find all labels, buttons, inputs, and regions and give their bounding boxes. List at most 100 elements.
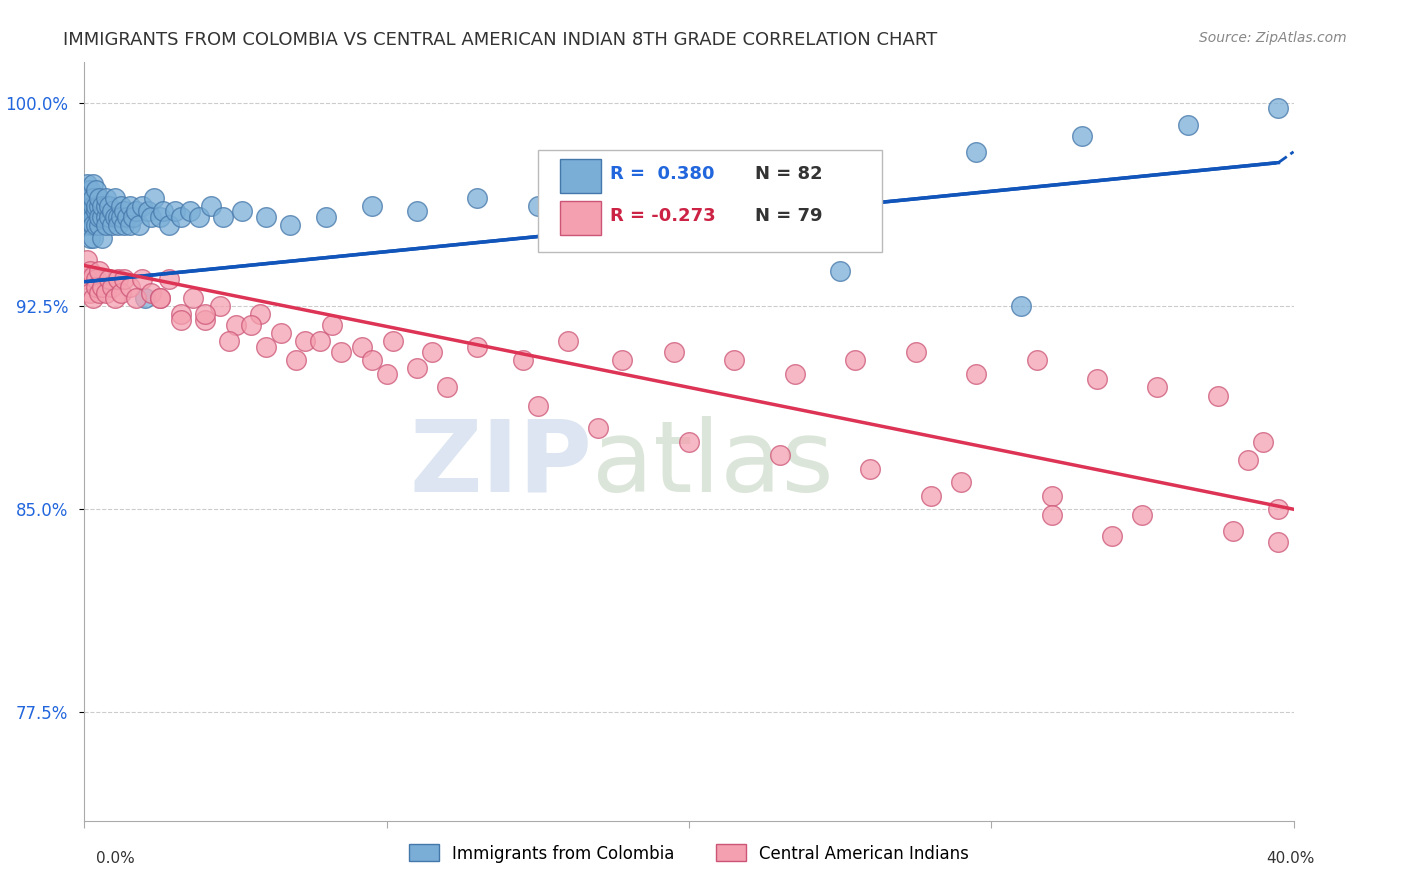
Point <box>104 191 127 205</box>
Point <box>309 334 332 349</box>
Point <box>82 218 104 232</box>
Point <box>200 199 222 213</box>
Text: N = 79: N = 79 <box>755 207 823 225</box>
Point <box>128 218 150 232</box>
Point <box>139 210 162 224</box>
Point <box>1253 434 1275 449</box>
Point <box>678 172 700 186</box>
Point <box>86 218 108 232</box>
Point <box>86 183 108 197</box>
Point <box>134 291 156 305</box>
Point <box>94 210 117 224</box>
Point <box>86 199 108 213</box>
Point <box>285 353 308 368</box>
Point <box>783 367 806 381</box>
Point <box>82 191 104 205</box>
Point <box>859 155 882 169</box>
Point <box>950 475 973 490</box>
Point <box>254 340 277 354</box>
Point <box>121 210 143 224</box>
Point <box>467 340 489 354</box>
Point <box>115 210 138 224</box>
Point <box>1146 380 1168 394</box>
Point <box>157 218 180 232</box>
Point <box>89 199 111 213</box>
Point <box>1206 388 1229 402</box>
Point <box>723 353 745 368</box>
Point <box>170 307 193 321</box>
Point <box>86 280 108 294</box>
Point <box>231 204 253 219</box>
Point <box>904 345 927 359</box>
Point <box>100 204 122 219</box>
Point <box>467 191 489 205</box>
Point <box>142 191 165 205</box>
Point <box>294 334 316 349</box>
Point <box>91 199 114 213</box>
Point <box>79 183 101 197</box>
Point <box>662 345 685 359</box>
Point <box>149 291 172 305</box>
Point <box>360 199 382 213</box>
Point <box>86 204 108 219</box>
Point <box>157 272 180 286</box>
FancyBboxPatch shape <box>560 202 600 235</box>
Point <box>527 199 550 213</box>
FancyBboxPatch shape <box>538 150 883 252</box>
Point <box>97 199 120 213</box>
Point <box>527 400 550 414</box>
Point <box>82 199 104 213</box>
Point <box>1025 353 1047 368</box>
Point <box>194 312 217 326</box>
Point <box>194 307 217 321</box>
Point <box>89 218 111 232</box>
Point <box>79 199 101 213</box>
Point <box>1040 489 1063 503</box>
Point <box>1267 534 1289 549</box>
Text: atlas: atlas <box>592 416 834 513</box>
Point <box>844 353 866 368</box>
Point <box>149 291 172 305</box>
Point <box>1071 128 1094 143</box>
Point <box>118 199 141 213</box>
Point <box>76 210 98 224</box>
Point <box>94 199 117 213</box>
Point <box>249 307 271 321</box>
Point <box>97 272 120 286</box>
Point <box>76 191 98 205</box>
Point <box>89 210 111 224</box>
Point <box>1085 372 1108 386</box>
Point <box>381 334 404 349</box>
Point <box>602 183 624 197</box>
Point <box>225 318 247 332</box>
Point <box>1130 508 1153 522</box>
Point <box>920 489 942 503</box>
Text: R =  0.380: R = 0.380 <box>610 165 714 183</box>
Point <box>1011 299 1033 313</box>
Point <box>79 264 101 278</box>
Point <box>181 291 204 305</box>
Point <box>104 210 127 224</box>
Point <box>79 218 101 232</box>
Point <box>239 318 262 332</box>
Point <box>270 326 292 341</box>
Text: Source: ZipAtlas.com: Source: ZipAtlas.com <box>1199 31 1347 45</box>
Point <box>965 367 987 381</box>
Point <box>212 210 235 224</box>
Point <box>112 204 135 219</box>
Point <box>131 199 153 213</box>
Point <box>859 461 882 475</box>
Point <box>131 272 153 286</box>
Point <box>76 204 98 219</box>
Point <box>375 367 398 381</box>
Point <box>1101 529 1123 543</box>
Point <box>406 204 429 219</box>
Point <box>79 285 101 300</box>
Point <box>91 210 114 224</box>
Point <box>170 312 193 326</box>
FancyBboxPatch shape <box>560 160 600 193</box>
Point <box>1040 508 1063 522</box>
Point <box>769 448 792 462</box>
Point <box>107 272 129 286</box>
Point <box>1222 524 1244 538</box>
